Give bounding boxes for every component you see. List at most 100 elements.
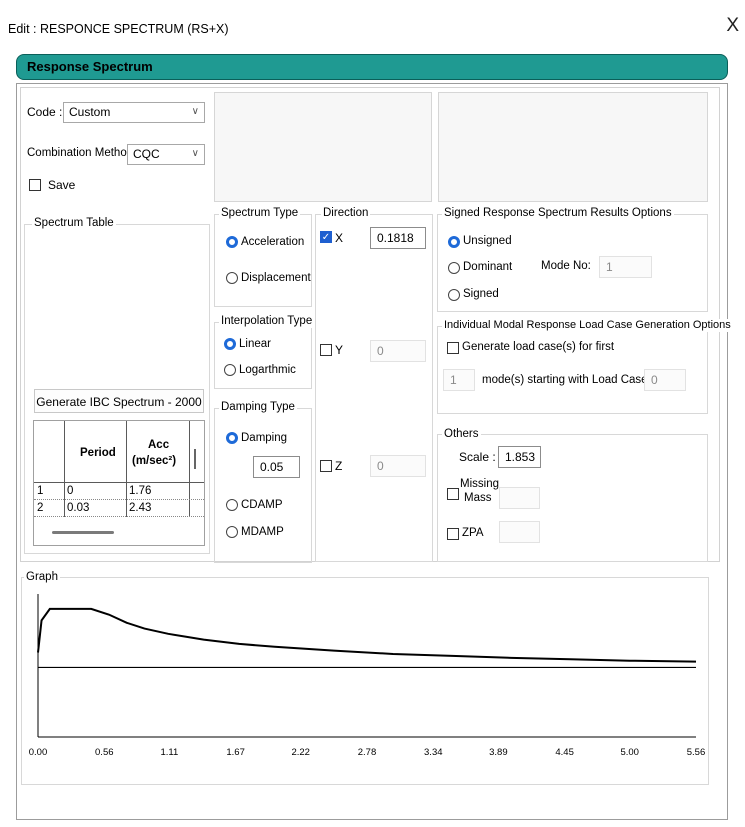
column-header-period: Period	[80, 447, 116, 459]
direction-z-label: Z	[335, 459, 343, 473]
x-tick-label: 2.22	[291, 747, 310, 758]
missing-mass-checkbox[interactable]	[447, 488, 459, 500]
spectrum-type-label: Spectrum Type	[219, 207, 301, 220]
signed-radio[interactable]	[448, 289, 460, 301]
column-header-acc-unit: (m/sec²)	[132, 455, 177, 467]
grid-divider	[64, 421, 65, 517]
cdamp-radio[interactable]	[226, 499, 238, 511]
chevron-down-icon: ∨	[191, 106, 199, 117]
linear-radio[interactable]	[224, 338, 236, 350]
x-tick-label: 1.11	[160, 747, 178, 758]
horizontal-scrollbar[interactable]	[52, 531, 114, 534]
table-row[interactable]: 1 0 1.76	[34, 483, 204, 500]
missing-mass-label-line2: Mass	[464, 492, 492, 504]
cdamp-label: CDAMP	[241, 499, 283, 511]
acceleration-radio[interactable]	[226, 236, 238, 248]
section-header: Response Spectrum	[16, 54, 728, 80]
unsigned-label: Unsigned	[463, 235, 512, 247]
direction-x-checkbox[interactable]: ✓	[320, 231, 332, 243]
logarithmic-radio[interactable]	[224, 364, 236, 376]
column-header-acc: Acc	[148, 439, 170, 451]
unsigned-radio[interactable]	[448, 236, 460, 248]
combination-method-value: CQC	[133, 147, 160, 161]
logarithmic-label: Logarthmic	[239, 364, 296, 376]
blank-panel-center	[214, 92, 432, 202]
others-label: Others	[442, 428, 481, 441]
row-acc: 1.76	[129, 485, 152, 497]
zpa-checkbox[interactable]	[447, 528, 459, 540]
row-period: 0.03	[67, 502, 90, 514]
generate-load-case-label: Generate load case(s) for first	[462, 341, 615, 353]
save-checkbox[interactable]	[29, 179, 41, 191]
direction-x-input[interactable]: 0.1818	[370, 227, 426, 249]
row-index: 1	[37, 485, 44, 497]
x-tick-label: 5.00	[620, 747, 639, 758]
combination-method-select[interactable]: CQC ∨	[127, 144, 205, 165]
zpa-label: ZPA	[462, 527, 484, 539]
direction-group	[315, 214, 433, 562]
modal-response-label: Individual Modal Response Load Case Gene…	[442, 319, 733, 332]
graph-label: Graph	[24, 571, 60, 584]
displacement-label: Displacement	[241, 272, 311, 284]
direction-y-input[interactable]: 0	[370, 340, 426, 362]
row-index: 2	[37, 502, 44, 514]
displacement-radio[interactable]	[226, 272, 238, 284]
direction-y-checkbox[interactable]	[320, 344, 332, 356]
x-tick-label: 5.56	[687, 747, 706, 758]
direction-y-label: Y	[335, 343, 344, 357]
close-icon[interactable]: X	[726, 15, 739, 36]
x-tick-label: 0.00	[29, 747, 48, 758]
signed-response-label: Signed Response Spectrum Results Options	[442, 207, 674, 220]
damping-radio[interactable]	[226, 432, 238, 444]
missing-mass-label-line1: Missing	[460, 478, 499, 490]
row-period: 0	[67, 485, 74, 497]
generate-ibc-spectrum-button[interactable]: Generate IBC Spectrum - 2000	[34, 389, 204, 413]
grid-divider	[189, 421, 190, 517]
spectrum-type-group	[214, 214, 312, 307]
linear-label: Linear	[239, 338, 271, 350]
x-tick-label: 4.45	[555, 747, 574, 758]
acceleration-label: Acceleration	[241, 236, 305, 248]
mdamp-label: MDAMP	[241, 526, 284, 538]
x-tick-label: 1.67	[226, 747, 245, 758]
code-label: Code :	[27, 105, 63, 119]
chevron-down-icon: ∨	[191, 148, 199, 159]
damping-value-input[interactable]: 0.05	[253, 456, 300, 478]
others-group	[437, 434, 708, 562]
x-tick-label: 3.89	[489, 747, 508, 758]
grid-column-resize-handle[interactable]	[194, 449, 196, 469]
dominant-radio[interactable]	[448, 262, 460, 274]
interpolation-type-label: Interpolation Type	[219, 315, 315, 328]
direction-z-checkbox[interactable]	[320, 460, 332, 472]
graph-group	[21, 577, 709, 785]
direction-label: Direction	[321, 207, 371, 220]
spectrum-table-label: Spectrum Table	[32, 217, 116, 230]
table-row[interactable]: 2 0.03 2.43	[34, 500, 204, 517]
spectrum-grid[interactable]: Period Acc (m/sec²) 1 0 1.76 2 0.03 2.43	[33, 420, 205, 546]
mode-count-input[interactable]: 1	[443, 369, 475, 391]
code-select[interactable]: Custom ∨	[63, 102, 205, 123]
generate-load-case-checkbox[interactable]	[447, 342, 459, 354]
x-tick-label: 2.78	[358, 747, 377, 758]
dominant-label: Dominant	[463, 261, 513, 273]
scale-input[interactable]: 1.853	[498, 446, 541, 468]
grid-header	[34, 421, 204, 483]
zpa-input[interactable]	[499, 521, 540, 543]
mode-no-input[interactable]: 1	[599, 256, 652, 278]
combination-method-label: Combination Method	[27, 147, 134, 159]
load-case-no-input[interactable]: 0	[644, 369, 686, 391]
damping-type-label: Damping Type	[219, 401, 297, 414]
grid-divider	[126, 421, 127, 517]
section-header-title: Response Spectrum	[27, 59, 153, 74]
mode-no-label: Mode No:	[541, 260, 591, 272]
row-acc: 2.43	[129, 502, 152, 514]
code-select-value: Custom	[69, 105, 111, 119]
scale-label: Scale :	[459, 450, 496, 464]
x-tick-label: 3.34	[424, 747, 443, 758]
spectrum-curve	[37, 607, 697, 663]
missing-mass-input[interactable]	[499, 487, 540, 509]
direction-z-input[interactable]: 0	[370, 455, 426, 477]
mdamp-radio[interactable]	[226, 526, 238, 538]
signed-label: Signed	[463, 288, 499, 300]
damping-label: Damping	[241, 432, 288, 444]
